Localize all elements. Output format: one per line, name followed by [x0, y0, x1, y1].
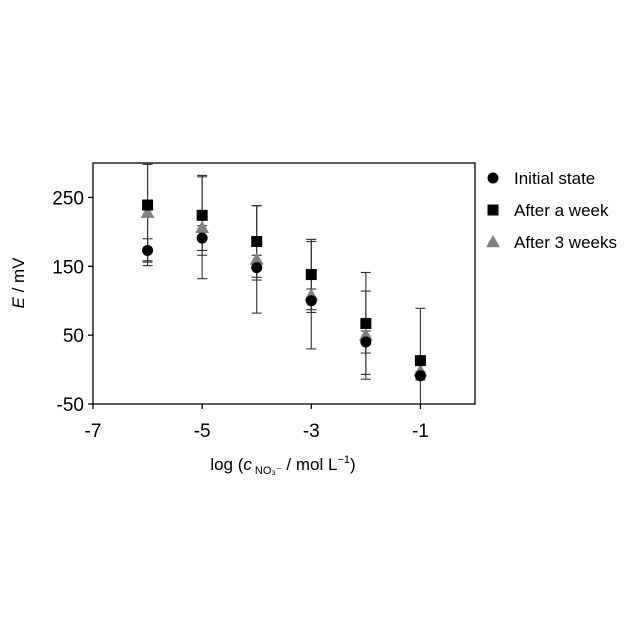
x-tick-label: -1 — [412, 421, 429, 442]
legend-marker-square — [488, 205, 499, 216]
x-tick-label: -7 — [85, 421, 102, 442]
legend-marker-triangle — [486, 235, 500, 247]
x-axis-var: c — [243, 455, 252, 474]
point-square — [197, 210, 208, 221]
x-axis-title: log (cNO₃⁻ / mol L−1) — [210, 454, 355, 477]
nitrate-calibration-chart: -50 50 150 250 -7 -5 -3 -1 E / mV log (cNO₃⁻ / … — [0, 0, 640, 640]
y-tick-label: 150 — [52, 257, 84, 278]
y-tick-label: 250 — [52, 188, 84, 209]
point-circle — [197, 233, 208, 244]
point-square — [360, 318, 371, 329]
point-square — [251, 236, 262, 247]
x-axis-subscript: NO₃⁻ — [255, 465, 282, 477]
x-axis-suffix: / mol L — [282, 455, 338, 474]
x-axis-prefix: log ( — [210, 455, 243, 474]
point-square — [415, 355, 426, 366]
y-axis-unit: / mV — [9, 257, 28, 297]
y-axis-var: E — [9, 297, 28, 309]
legend-label: After 3 weeks — [514, 233, 617, 252]
legend-label: After a week — [514, 201, 609, 220]
x-tick-label: -5 — [194, 421, 211, 442]
point-circle — [415, 370, 426, 381]
plot-frame — [93, 163, 475, 404]
point-circle — [142, 245, 153, 256]
legend-label: Initial state — [514, 169, 595, 188]
legend-marker-circle — [488, 173, 499, 184]
y-axis-title: E / mV — [9, 257, 28, 309]
point-circle — [306, 295, 317, 306]
data-markers — [141, 200, 428, 382]
y-tick-label: 50 — [63, 326, 84, 347]
x-axis-superscript: −1 — [337, 454, 350, 466]
y-tick-label: -50 — [57, 395, 84, 416]
point-circle — [251, 262, 262, 273]
x-tick-label: -3 — [303, 421, 320, 442]
point-square — [142, 200, 153, 211]
point-circle — [360, 337, 371, 348]
legend: Initial state After a week After 3 weeks — [486, 169, 617, 252]
point-triangle — [195, 221, 209, 233]
x-axis-close: ) — [350, 455, 356, 474]
point-square — [306, 269, 317, 280]
error-bars — [143, 163, 426, 404]
